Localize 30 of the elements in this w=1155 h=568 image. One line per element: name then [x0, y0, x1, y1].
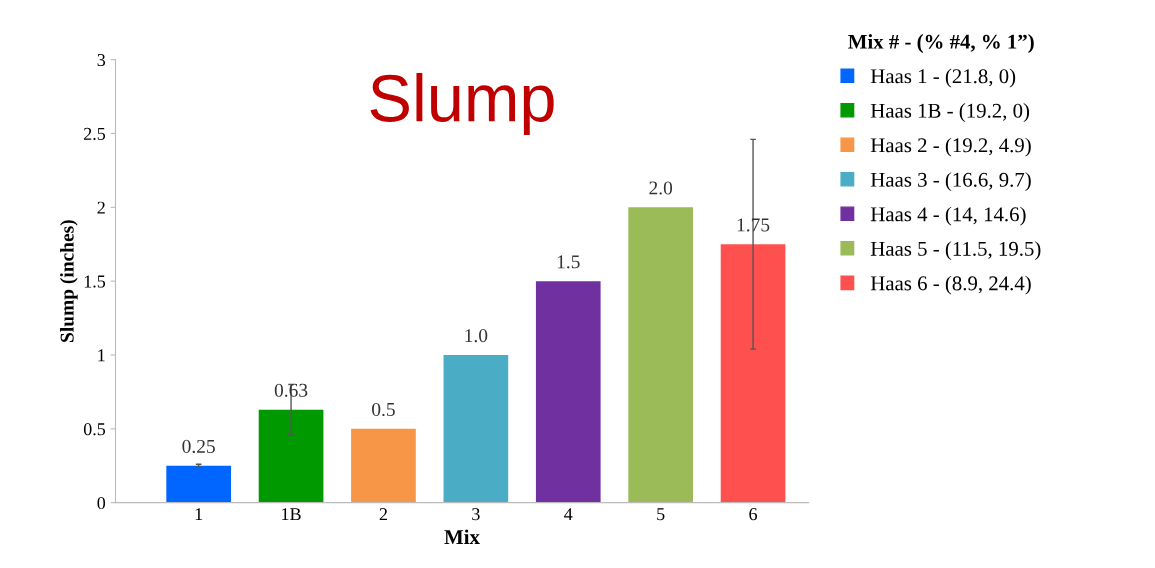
y-tick-label: 3: [97, 53, 106, 67]
x-tick-label: 2: [379, 508, 387, 521]
x-tick-label: 6: [749, 508, 758, 521]
data-label: 0.25: [182, 439, 215, 454]
y-tick-label: 2: [97, 201, 105, 214]
legend-label: Haas 1 - (21.8, 0): [870, 68, 1016, 88]
y-tick-label: 0.5: [83, 423, 106, 436]
legend-label: Haas 5 - (11.5, 19.5): [870, 241, 1041, 261]
y-tick-label: 1.5: [84, 275, 106, 288]
x-axis-title: Mix: [444, 529, 480, 544]
y-tick-label: 1: [98, 349, 105, 362]
x-tick-label: 1: [195, 508, 203, 521]
x-tick-label: 1B: [282, 508, 301, 521]
data-label: 1.5: [557, 255, 580, 269]
legend-label: Haas 2 - (19.2, 4.9): [870, 137, 1031, 157]
data-label: 0.5: [372, 402, 395, 417]
data-label: 2.0: [649, 181, 673, 195]
y-tick-label: 2.5: [84, 127, 106, 140]
x-tick-label: 3: [472, 508, 480, 521]
x-tick-label: 4: [564, 508, 573, 521]
data-label: 1.0: [465, 329, 488, 343]
chart-title: Slump: [370, 72, 554, 136]
legend-label: Haas 4 - (14, 14.6): [870, 206, 1026, 226]
y-axis-title: Slump (inches): [60, 220, 78, 342]
legend-title: Mix # - (% #4, % 1”): [848, 34, 1034, 53]
x-tick-label: 5: [657, 508, 665, 521]
legend-label: Haas 3 - (16.6, 9.7): [870, 172, 1031, 192]
y-tick-label: 0: [97, 496, 106, 510]
legend-label: Haas 1B - (19.2, 0): [870, 103, 1030, 123]
legend-label: Haas 6 - (8.9, 24.4): [870, 275, 1031, 295]
